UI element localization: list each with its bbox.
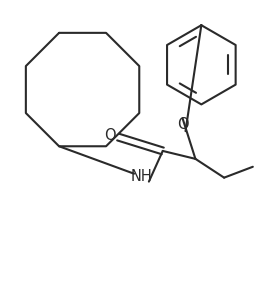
Text: O: O <box>104 128 116 142</box>
Text: NH: NH <box>131 169 153 184</box>
Text: O: O <box>177 117 188 132</box>
